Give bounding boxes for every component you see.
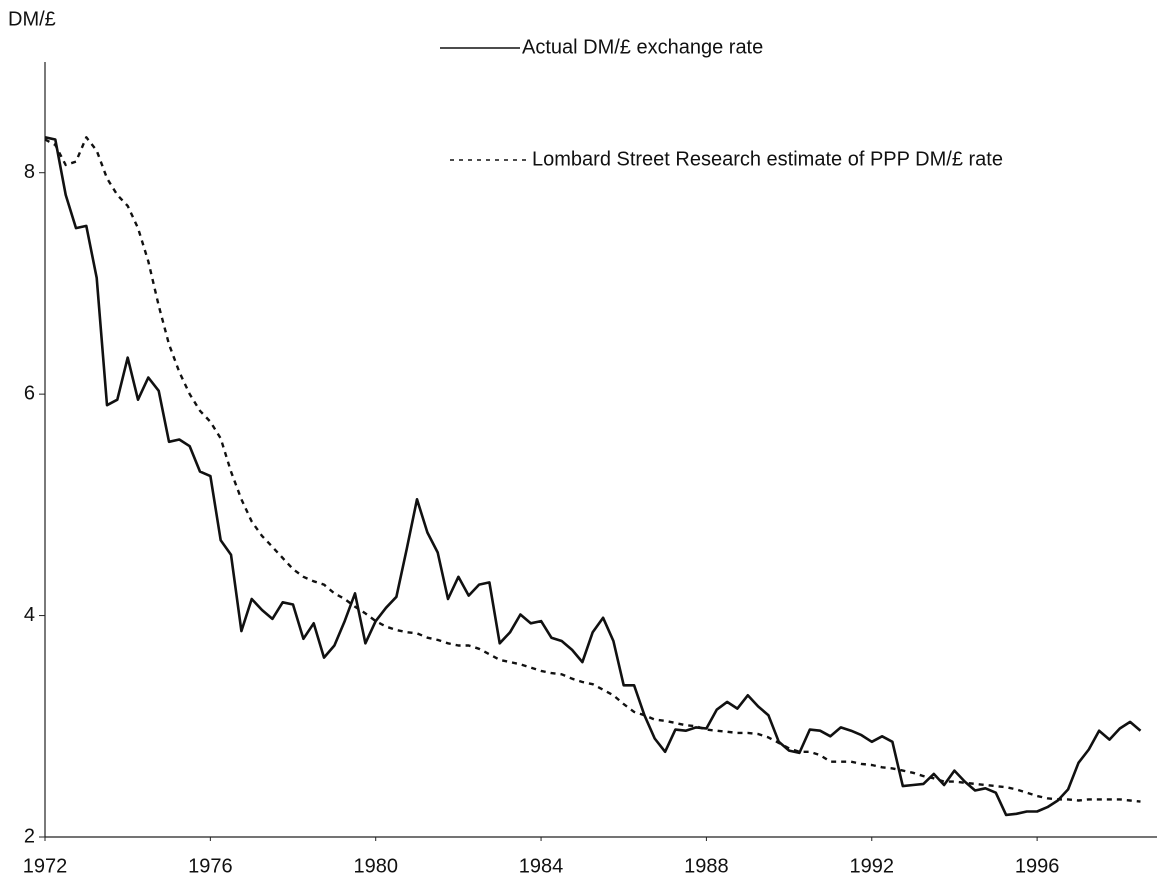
legend-label: Actual DM/£ exchange rate [522, 36, 763, 58]
x-tick-label: 1972 [23, 855, 68, 877]
y-tick-label: 4 [24, 604, 35, 626]
x-tick-label: 1988 [684, 855, 729, 877]
x-tick-label: 1984 [519, 855, 564, 877]
y-tick-label: 6 [24, 382, 35, 404]
y-tick-label: 8 [24, 161, 35, 183]
x-tick-label: 1992 [850, 855, 895, 877]
x-tick-label: 1996 [1015, 855, 1060, 877]
series-line [44, 136, 1142, 817]
y-axis-label: DM/£ [8, 8, 56, 30]
x-tick-label: 1980 [353, 855, 398, 877]
y-tick-label: 2 [24, 825, 35, 847]
x-tick-label: 1976 [188, 855, 233, 877]
legend-label: Lombard Street Research estimate of PPP … [532, 148, 1003, 170]
series-line [44, 136, 1141, 803]
